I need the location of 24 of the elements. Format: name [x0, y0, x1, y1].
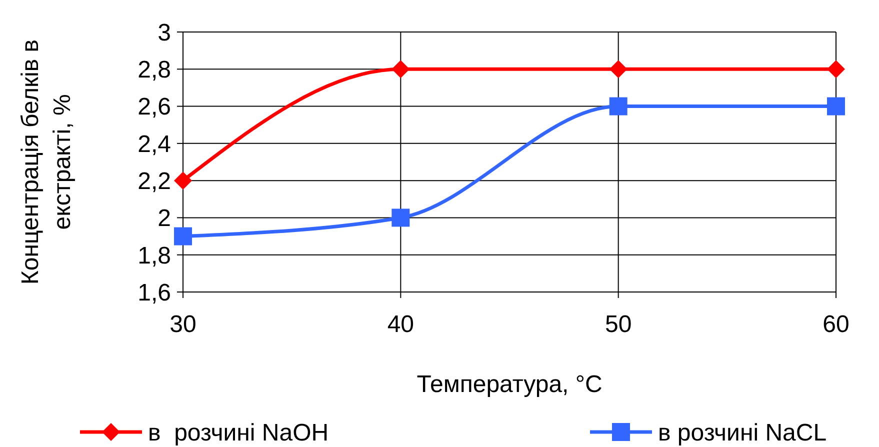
point — [827, 97, 845, 116]
point — [174, 172, 192, 190]
point — [609, 97, 628, 116]
y-tick-label: 1,6 — [138, 279, 171, 306]
point — [174, 227, 192, 246]
y-tick-label: 2,2 — [138, 168, 171, 195]
y-tick-label: 3 — [158, 19, 171, 46]
y-axis-title: Концентрація белків в екстракті, % — [17, 39, 76, 285]
x-tick-label: 50 — [604, 311, 632, 338]
point — [827, 60, 845, 78]
y-tick-label: 2,8 — [138, 56, 171, 84]
x-tick-label: 60 — [822, 311, 850, 338]
legend-label: в розчині NaOH — [148, 419, 329, 446]
point — [392, 208, 410, 227]
x-tick-label: 30 — [170, 311, 196, 338]
point — [392, 60, 410, 78]
y-tick-label: 2,4 — [138, 130, 171, 158]
y-tick-label: 2 — [158, 205, 171, 232]
y-tick-label: 2,6 — [138, 94, 171, 121]
x-axis-title: Температура, °C — [416, 371, 602, 398]
y-tick-label: 1,8 — [138, 242, 171, 270]
x-tick-label: 40 — [387, 311, 414, 338]
legend-label: в розчині NaCL — [658, 419, 827, 446]
point — [609, 60, 628, 78]
